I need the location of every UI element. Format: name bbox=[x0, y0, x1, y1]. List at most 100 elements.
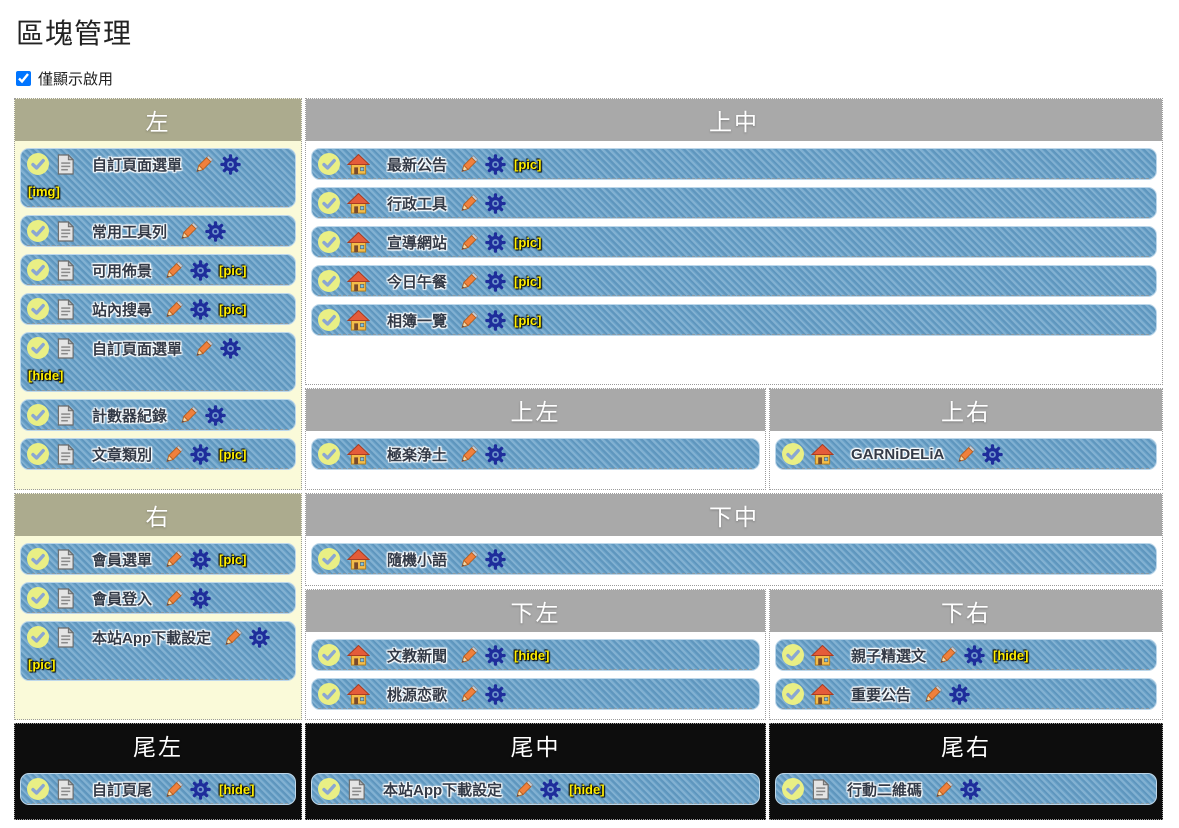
gear-icon[interactable] bbox=[190, 299, 211, 320]
gear-icon[interactable] bbox=[485, 232, 506, 253]
pencil-icon[interactable] bbox=[163, 299, 184, 320]
pencil-icon[interactable] bbox=[458, 193, 479, 214]
block-item[interactable]: 自訂頁面選單 [hide] bbox=[20, 332, 296, 392]
block-item[interactable]: 常用工具列 bbox=[20, 215, 296, 247]
house-icon[interactable] bbox=[347, 271, 370, 292]
show-enabled-only-checkbox[interactable] bbox=[16, 71, 31, 86]
pencil-icon[interactable] bbox=[458, 232, 479, 253]
pencil-icon[interactable] bbox=[163, 549, 184, 570]
gear-icon[interactable] bbox=[205, 221, 226, 242]
document-icon[interactable] bbox=[56, 588, 75, 609]
house-icon[interactable] bbox=[347, 232, 370, 253]
check-circle-icon[interactable] bbox=[782, 443, 804, 465]
pencil-icon[interactable] bbox=[222, 627, 243, 648]
document-icon[interactable] bbox=[56, 338, 75, 359]
document-icon[interactable] bbox=[56, 405, 75, 426]
house-icon[interactable] bbox=[347, 154, 370, 175]
check-circle-icon[interactable] bbox=[27, 298, 49, 320]
check-circle-icon[interactable] bbox=[318, 778, 340, 800]
gear-icon[interactable] bbox=[485, 193, 506, 214]
gear-icon[interactable] bbox=[960, 779, 981, 800]
block-item[interactable]: 會員選單 [pic] bbox=[20, 543, 296, 575]
pencil-icon[interactable] bbox=[178, 221, 199, 242]
gear-icon[interactable] bbox=[485, 444, 506, 465]
check-circle-icon[interactable] bbox=[27, 337, 49, 359]
block-item[interactable]: 本站App下載設定 [pic] bbox=[20, 621, 296, 681]
gear-icon[interactable] bbox=[190, 444, 211, 465]
check-circle-icon[interactable] bbox=[318, 153, 340, 175]
pencil-icon[interactable] bbox=[458, 549, 479, 570]
check-circle-icon[interactable] bbox=[27, 626, 49, 648]
check-circle-icon[interactable] bbox=[318, 443, 340, 465]
block-item[interactable]: 自訂頁尾 [hide] bbox=[20, 773, 296, 805]
block-item[interactable]: 相簿一覽 [pic] bbox=[311, 304, 1157, 336]
check-circle-icon[interactable] bbox=[27, 587, 49, 609]
gear-icon[interactable] bbox=[485, 154, 506, 175]
gear-icon[interactable] bbox=[949, 684, 970, 705]
pencil-icon[interactable] bbox=[458, 444, 479, 465]
document-icon[interactable] bbox=[56, 299, 75, 320]
block-item[interactable]: 最新公告 [pic] bbox=[311, 148, 1157, 180]
block-item[interactable]: 文章類別 [pic] bbox=[20, 438, 296, 470]
house-icon[interactable] bbox=[347, 684, 370, 705]
gear-icon[interactable] bbox=[982, 444, 1003, 465]
pencil-icon[interactable] bbox=[933, 779, 954, 800]
pencil-icon[interactable] bbox=[458, 310, 479, 331]
block-item[interactable]: 會員登入 bbox=[20, 582, 296, 614]
block-item[interactable]: 行政工具 bbox=[311, 187, 1157, 219]
check-circle-icon[interactable] bbox=[318, 683, 340, 705]
gear-icon[interactable] bbox=[190, 588, 211, 609]
pencil-icon[interactable] bbox=[163, 588, 184, 609]
block-item[interactable]: 自訂頁面選單 [img] bbox=[20, 148, 296, 208]
document-icon[interactable] bbox=[347, 779, 366, 800]
pencil-icon[interactable] bbox=[922, 684, 943, 705]
house-icon[interactable] bbox=[811, 444, 834, 465]
gear-icon[interactable] bbox=[249, 627, 270, 648]
document-icon[interactable] bbox=[56, 260, 75, 281]
block-item[interactable]: 宣導網站 [pic] bbox=[311, 226, 1157, 258]
check-circle-icon[interactable] bbox=[27, 443, 49, 465]
check-circle-icon[interactable] bbox=[318, 231, 340, 253]
gear-icon[interactable] bbox=[220, 338, 241, 359]
pencil-icon[interactable] bbox=[458, 154, 479, 175]
check-circle-icon[interactable] bbox=[27, 778, 49, 800]
check-circle-icon[interactable] bbox=[27, 404, 49, 426]
block-item[interactable]: 親子精選文 [hide] bbox=[775, 639, 1157, 671]
document-icon[interactable] bbox=[811, 779, 830, 800]
check-circle-icon[interactable] bbox=[782, 683, 804, 705]
check-circle-icon[interactable] bbox=[318, 192, 340, 214]
pencil-icon[interactable] bbox=[163, 444, 184, 465]
block-item[interactable]: 桃源恋歌 bbox=[311, 678, 760, 710]
gear-icon[interactable] bbox=[485, 549, 506, 570]
pencil-icon[interactable] bbox=[163, 779, 184, 800]
gear-icon[interactable] bbox=[190, 779, 211, 800]
pencil-icon[interactable] bbox=[955, 444, 976, 465]
house-icon[interactable] bbox=[811, 684, 834, 705]
gear-icon[interactable] bbox=[540, 779, 561, 800]
check-circle-icon[interactable] bbox=[782, 778, 804, 800]
document-icon[interactable] bbox=[56, 444, 75, 465]
block-item[interactable]: 行動二維碼 bbox=[775, 773, 1157, 805]
pencil-icon[interactable] bbox=[178, 405, 199, 426]
check-circle-icon[interactable] bbox=[318, 270, 340, 292]
block-item[interactable]: 站內搜尋 [pic] bbox=[20, 293, 296, 325]
check-circle-icon[interactable] bbox=[318, 644, 340, 666]
check-circle-icon[interactable] bbox=[318, 309, 340, 331]
house-icon[interactable] bbox=[347, 645, 370, 666]
block-item[interactable]: 計數器紀錄 bbox=[20, 399, 296, 431]
pencil-icon[interactable] bbox=[513, 779, 534, 800]
block-item[interactable]: 今日午餐 [pic] bbox=[311, 265, 1157, 297]
block-item[interactable]: 極楽浄土 bbox=[311, 438, 760, 470]
gear-icon[interactable] bbox=[190, 549, 211, 570]
gear-icon[interactable] bbox=[220, 154, 241, 175]
gear-icon[interactable] bbox=[485, 684, 506, 705]
house-icon[interactable] bbox=[347, 193, 370, 214]
house-icon[interactable] bbox=[347, 549, 370, 570]
block-item[interactable]: GARNiDELiA bbox=[775, 438, 1157, 470]
block-item[interactable]: 可用佈景 [pic] bbox=[20, 254, 296, 286]
pencil-icon[interactable] bbox=[163, 260, 184, 281]
gear-icon[interactable] bbox=[485, 645, 506, 666]
pencil-icon[interactable] bbox=[193, 154, 214, 175]
document-icon[interactable] bbox=[56, 221, 75, 242]
block-item[interactable]: 文教新聞 [hide] bbox=[311, 639, 760, 671]
